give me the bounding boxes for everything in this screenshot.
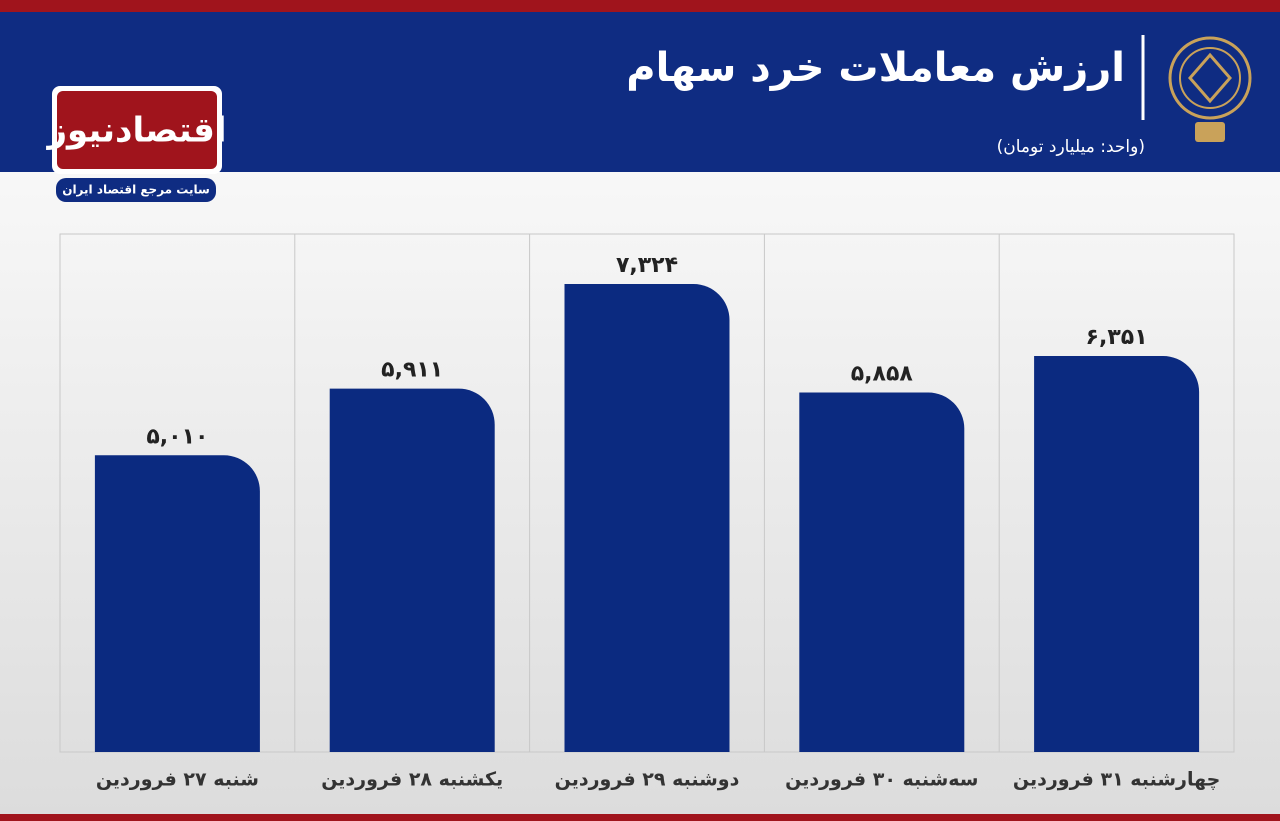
logo-box <box>57 91 217 169</box>
value-label: ۵,۸۵۸ <box>851 362 914 387</box>
emblem <box>1168 36 1252 142</box>
bar <box>94 455 260 752</box>
tagline-pill <box>56 178 216 202</box>
chart-subtitle: (واحد: میلیارد تومان) <box>997 137 1145 157</box>
bottom-strip <box>0 814 1280 821</box>
value-label: ۵,۹۱۱ <box>381 358 443 383</box>
bar <box>329 388 495 752</box>
x-tick-label: یکشنبه ۲۸ فروردین <box>321 769 503 791</box>
brand-tagline: سایت مرجع اقتصاد ایران <box>62 183 210 197</box>
brand-logo: اقتصادنیوز سایت مرجع اقتصاد ایران <box>45 86 227 202</box>
chart-title: ارزش معاملات خرد سهام <box>626 45 1125 91</box>
x-tick-label: دوشنبه ۲۹ فروردین <box>555 769 740 791</box>
brand-name: اقتصادنیوز <box>45 111 226 151</box>
x-tick-label: چهارشنبه ۳۱ فروردین <box>1013 769 1220 791</box>
bar <box>1034 356 1200 752</box>
top-strip <box>0 0 1280 12</box>
value-label: ۶,۳۵۱ <box>1086 325 1148 350</box>
x-tick-label: شنبه ۲۷ فروردین <box>96 769 259 791</box>
bar <box>799 392 965 752</box>
x-tick-label: سه‌شنبه ۳۰ فروردین <box>785 769 978 791</box>
bar <box>564 284 730 752</box>
value-label: ۷,۳۲۴ <box>616 253 678 278</box>
value-label: ۵,۰۱۰ <box>146 424 208 449</box>
